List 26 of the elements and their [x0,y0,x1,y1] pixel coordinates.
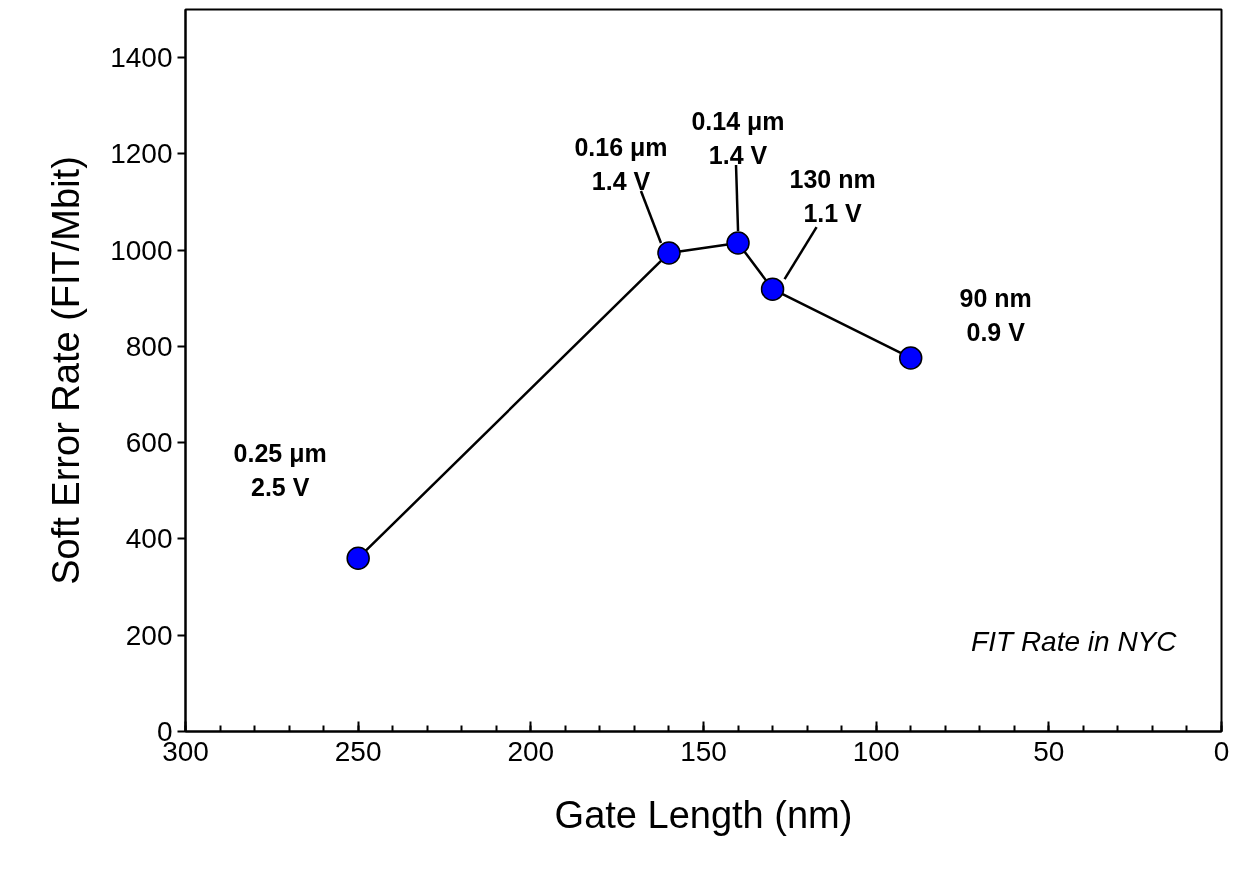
x-tick-label: 100 [852,735,900,767]
x-tick-label: 0 [1213,735,1230,767]
point [898,346,923,370]
point [346,546,370,570]
annotation: 0.25 μm 2.5 V [233,439,327,502]
annotation: 0.14 μm 1.4 V [691,106,785,169]
x-tick-label: 250 [334,735,382,767]
point [657,241,681,265]
x-tick-label: 150 [680,735,727,767]
point [760,277,785,301]
annotation: FIT Rate in NYC [971,626,1178,657]
x-tick-label: 200 [507,735,555,767]
y-axis-title: Soft Error Rate (FIT/Mbit) [45,156,88,585]
y-tick-label: 200 [125,619,173,651]
y-tick-label: 1200 [110,138,173,170]
y-tick-label: 400 [125,523,173,555]
x-tick-label: 50 [1033,735,1065,767]
x-axis-title: Gate Length (nm) [554,793,853,836]
y-tick-label: 600 [125,427,173,459]
annotation: 90 nm 0.9 V [959,283,1032,346]
y-tick-label: 800 [125,330,173,362]
annotation: 0.16 μm 1.4 V [574,133,668,196]
y-tick-label: 1400 [110,42,173,74]
annotation: 130 nm 1.1 V [789,165,876,228]
y-tick-label: 1000 [110,234,173,266]
point [726,231,750,255]
